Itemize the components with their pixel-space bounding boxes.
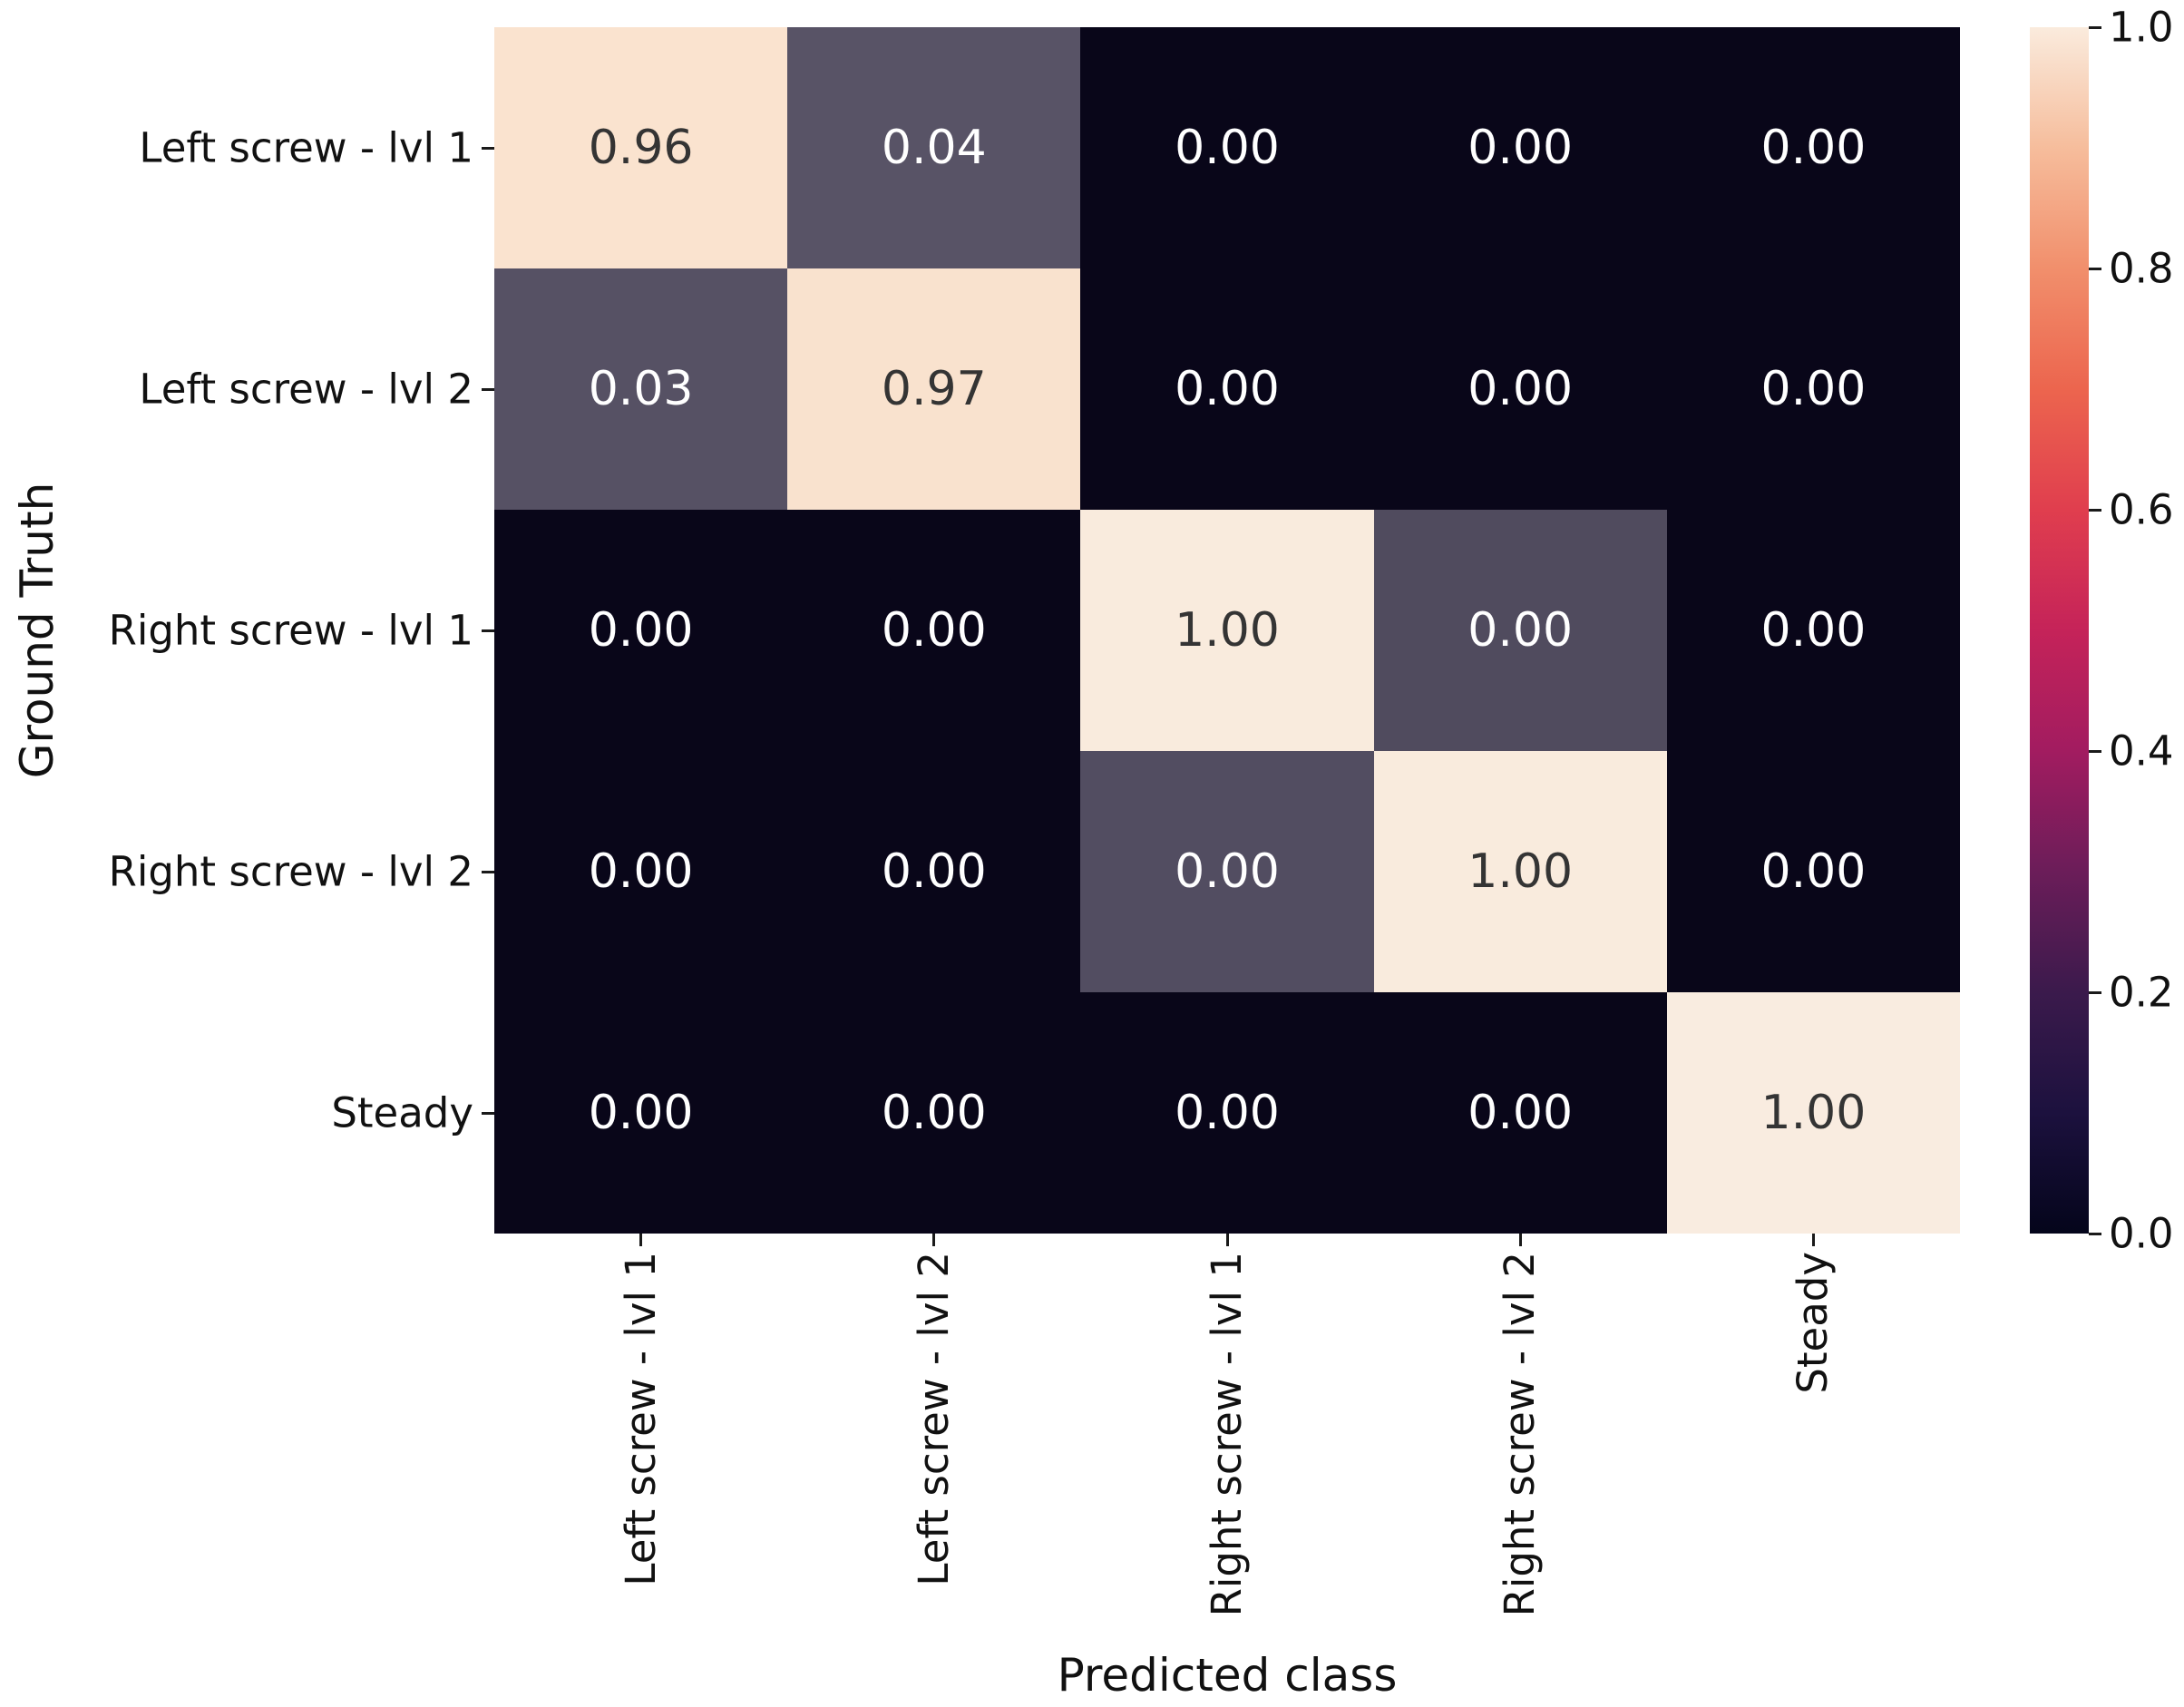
- colorbar-tick-mark: [2089, 1232, 2101, 1235]
- y-axis-title: Ground Truth: [11, 482, 63, 779]
- cell-value: 0.00: [1760, 603, 1867, 658]
- x-tick-label-2: Right screw - lvl 1: [1203, 1252, 1252, 1617]
- x-axis-title: Predicted class: [1057, 1649, 1398, 1702]
- cell-value: 0.00: [1175, 1086, 1280, 1140]
- heatmap-cell-r1-c0: 0.03: [494, 268, 788, 510]
- cell-value: 0.00: [1760, 362, 1867, 416]
- cell-value: 0.00: [1175, 362, 1280, 416]
- cell-value: 0.00: [1467, 603, 1574, 658]
- heatmap-cell-r4-c2: 0.00: [1080, 992, 1374, 1234]
- cell-value: 0.00: [588, 603, 694, 658]
- cell-value: 0.00: [588, 844, 694, 899]
- cell-value: 0.97: [881, 362, 987, 416]
- cell-value: 0.00: [1467, 362, 1574, 416]
- heatmap-cell-r1-c3: 0.00: [1373, 268, 1667, 510]
- cell-value: 0.96: [588, 121, 694, 175]
- cell-value: 0.00: [1175, 844, 1280, 899]
- cell-value: 1.00: [1760, 1086, 1867, 1140]
- heatmap-cell-r3-c1: 0.00: [787, 751, 1081, 992]
- heatmap-cell-r0-c2: 0.00: [1080, 27, 1374, 268]
- colorbar-tick-label-0: 0.0: [2109, 1209, 2174, 1258]
- heatmap-cell-r3-c0: 0.00: [494, 751, 788, 992]
- heatmap-cell-r0-c0: 0.96: [494, 27, 788, 268]
- heatmap-cell-r0-c1: 0.04: [787, 27, 1081, 268]
- heatmap-cell-r2-c4: 0.00: [1666, 510, 1960, 751]
- x-tick-mark: [639, 1234, 643, 1246]
- y-tick-label-4: Steady: [331, 1088, 473, 1137]
- x-tick-mark: [932, 1234, 936, 1246]
- heatmap-cell-r1-c4: 0.00: [1666, 268, 1960, 510]
- x-tick-mark: [1811, 1234, 1815, 1246]
- heatmap-cell-r4-c1: 0.00: [787, 992, 1081, 1234]
- x-tick-mark: [1225, 1234, 1229, 1246]
- y-tick-mark: [482, 870, 494, 873]
- cell-value: 0.04: [881, 121, 987, 175]
- heatmap-cell-r0-c3: 0.00: [1373, 27, 1667, 268]
- cell-value: 0.00: [1175, 121, 1280, 175]
- x-tick-label-4: Steady: [1789, 1252, 1838, 1394]
- colorbar-gradient: [2030, 27, 2089, 1234]
- confusion-matrix-heatmap: 0.96 0.04 0.00 0.00 0.00 0.03 0.97 0.00 0.00 0.00…: [494, 27, 1960, 1234]
- y-tick-label-3: Right screw - lvl 2: [108, 847, 473, 896]
- heatmap-cell-r2-c3: 0.00: [1373, 510, 1667, 751]
- heatmap-cell-r1-c2: 0.00: [1080, 268, 1374, 510]
- y-tick-mark: [482, 387, 494, 391]
- heatmap-cell-r3-c3: 1.00: [1373, 751, 1667, 992]
- heatmap-cell-r2-c2: 1.00: [1080, 510, 1374, 751]
- cell-value: 0.00: [588, 1086, 694, 1140]
- cell-value: 0.00: [1467, 121, 1574, 175]
- x-tick-label-0: Left screw - lvl 1: [616, 1252, 665, 1586]
- heatmap-cell-r3-c2: 0.00: [1080, 751, 1374, 992]
- colorbar-tick-label-4: 0.8: [2109, 244, 2174, 293]
- colorbar-tick-label-2: 0.4: [2109, 727, 2174, 775]
- cell-value: 0.00: [1467, 1086, 1574, 1140]
- cell-value: 1.00: [1175, 603, 1280, 658]
- heatmap-cell-r4-c4: 1.00: [1666, 992, 1960, 1234]
- colorbar-tick-mark: [2089, 25, 2101, 29]
- heatmap-cell-r2-c0: 0.00: [494, 510, 788, 751]
- colorbar-tick-mark: [2089, 990, 2101, 994]
- x-tick-label-3: Right screw - lvl 2: [1496, 1252, 1545, 1617]
- colorbar-tick-label-3: 0.6: [2109, 485, 2174, 534]
- x-tick-label-1: Left screw - lvl 2: [909, 1252, 958, 1586]
- colorbar-tick-mark: [2089, 508, 2101, 512]
- cell-value: 0.00: [1760, 121, 1867, 175]
- heatmap-cell-r4-c0: 0.00: [494, 992, 788, 1234]
- y-tick-mark: [482, 146, 494, 150]
- heatmap-cell-r3-c4: 0.00: [1666, 751, 1960, 992]
- y-tick-label-1: Left screw - lvl 2: [139, 365, 473, 414]
- cell-value: 0.00: [881, 603, 987, 658]
- cell-value: 1.00: [1467, 844, 1574, 899]
- heatmap-cell-r4-c3: 0.00: [1373, 992, 1667, 1234]
- colorbar-tick-label-1: 0.2: [2109, 968, 2174, 1017]
- y-tick-label-2: Right screw - lvl 1: [108, 606, 473, 655]
- cell-value: 0.00: [1760, 844, 1867, 899]
- cell-value: 0.00: [881, 1086, 987, 1140]
- y-tick-mark: [482, 1111, 494, 1115]
- colorbar-tick-label-5: 1.0: [2109, 3, 2174, 52]
- heatmap-cell-r1-c1: 0.97: [787, 268, 1081, 510]
- colorbar-tick-mark: [2089, 267, 2101, 270]
- heatmap-cell-r0-c4: 0.00: [1666, 27, 1960, 268]
- y-tick-mark: [482, 629, 494, 632]
- x-tick-mark: [1518, 1234, 1522, 1246]
- heatmap-cell-r2-c1: 0.00: [787, 510, 1081, 751]
- colorbar-tick-mark: [2089, 749, 2101, 753]
- cell-value: 0.03: [588, 362, 694, 416]
- y-tick-label-0: Left screw - lvl 1: [139, 123, 473, 172]
- cell-value: 0.00: [881, 844, 987, 899]
